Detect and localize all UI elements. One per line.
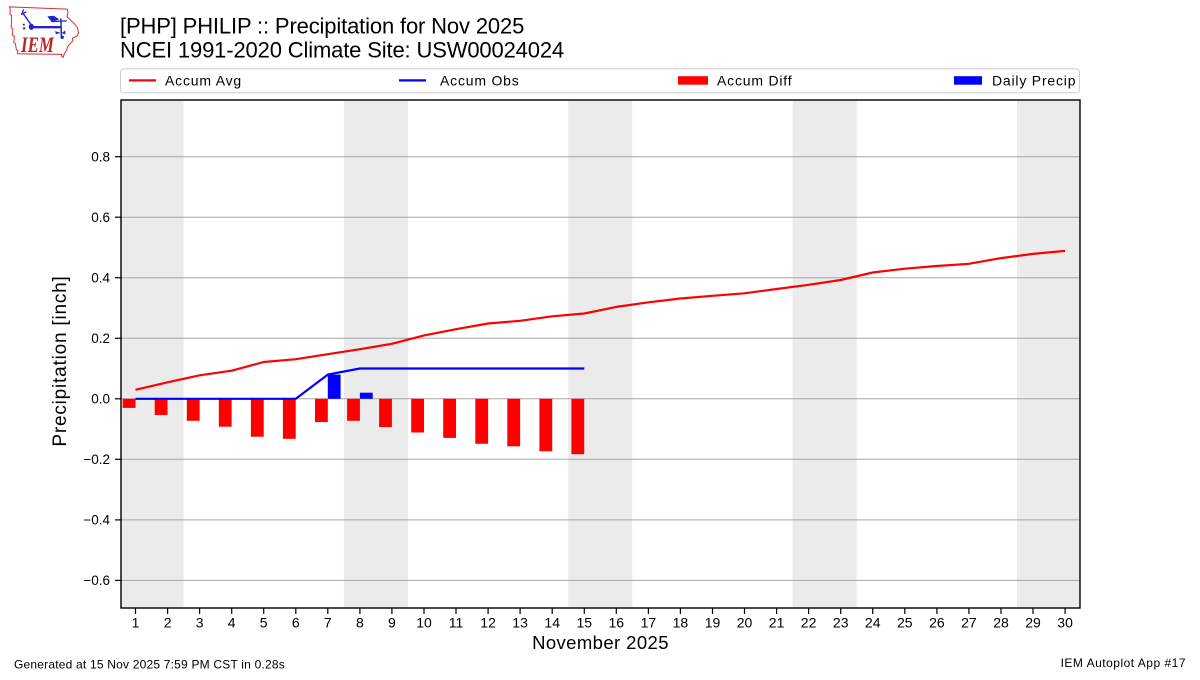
svg-text:21: 21	[769, 615, 785, 631]
svg-text:5: 5	[260, 615, 268, 631]
svg-text:IEM Autoplot App #17: IEM Autoplot App #17	[1061, 656, 1186, 670]
svg-text:16: 16	[609, 615, 625, 631]
svg-text:Precipitation [inch]: Precipitation [inch]	[50, 275, 71, 446]
svg-text:Accum Diff: Accum Diff	[717, 73, 792, 89]
svg-text:3: 3	[196, 615, 204, 631]
svg-text:Daily Precip: Daily Precip	[992, 73, 1076, 89]
svg-text:Accum Obs: Accum Obs	[440, 73, 520, 89]
svg-text:11: 11	[449, 615, 464, 631]
svg-text:Accum Avg: Accum Avg	[165, 73, 242, 89]
svg-text:10: 10	[416, 615, 432, 631]
svg-text:1: 1	[132, 615, 140, 631]
svg-text:15: 15	[577, 615, 593, 631]
svg-text:−0.4: −0.4	[83, 513, 110, 528]
svg-text:2: 2	[164, 615, 172, 631]
svg-text:28: 28	[993, 615, 1009, 631]
svg-text:24: 24	[865, 615, 881, 631]
svg-text:0.6: 0.6	[91, 210, 110, 225]
svg-text:18: 18	[673, 615, 689, 631]
svg-text:Generated at 15 Nov 2025 7:59: Generated at 15 Nov 2025 7:59 PM CST in …	[14, 658, 285, 672]
svg-text:0.0: 0.0	[91, 392, 110, 407]
svg-text:26: 26	[929, 615, 945, 631]
svg-text:9: 9	[388, 615, 396, 631]
svg-text:13: 13	[512, 615, 528, 631]
svg-text:6: 6	[292, 615, 300, 631]
svg-text:30: 30	[1057, 615, 1073, 631]
svg-text:29: 29	[1025, 615, 1041, 631]
svg-text:19: 19	[705, 615, 721, 631]
svg-text:0.4: 0.4	[91, 271, 110, 286]
svg-text:−0.2: −0.2	[83, 452, 110, 467]
svg-text:−0.6: −0.6	[83, 573, 110, 588]
svg-text:22: 22	[801, 615, 817, 631]
svg-text:NCEI 1991-2020 Climate Site: U: NCEI 1991-2020 Climate Site: USW00024024	[120, 38, 564, 63]
svg-text:IEM: IEM	[20, 32, 55, 57]
svg-text:0.8: 0.8	[91, 150, 110, 165]
svg-text:0.2: 0.2	[91, 331, 110, 346]
svg-text:25: 25	[897, 615, 913, 631]
svg-text:7: 7	[324, 615, 332, 631]
svg-text:20: 20	[737, 615, 753, 631]
svg-text:4: 4	[228, 615, 236, 631]
svg-text:12: 12	[480, 615, 496, 631]
svg-text:17: 17	[641, 615, 657, 631]
svg-text:November 2025: November 2025	[532, 632, 669, 653]
svg-text:8: 8	[356, 615, 364, 631]
svg-text:23: 23	[833, 615, 849, 631]
svg-text:14: 14	[544, 615, 560, 631]
svg-text:[PHP] PHILIP :: Precipitation: [PHP] PHILIP :: Precipitation for Nov 20…	[120, 14, 524, 39]
svg-text:27: 27	[961, 615, 977, 631]
